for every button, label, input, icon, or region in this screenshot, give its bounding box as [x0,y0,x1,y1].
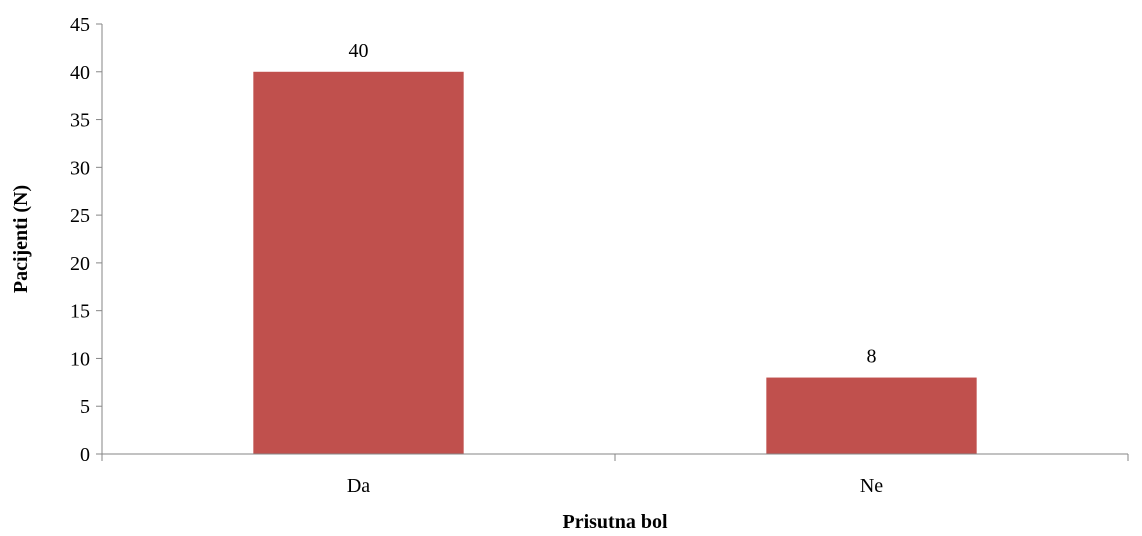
x-category-label: Ne [860,475,883,497]
y-tick-label: 35 [70,110,90,132]
y-tick-label: 10 [70,348,90,370]
y-tick-label: 20 [70,253,90,275]
y-tick-label: 40 [70,62,90,84]
bars [253,71,977,455]
bar-da [253,71,464,455]
x-axis-title: Prisutna bol [562,511,667,533]
data-labels: 40 8 [349,40,877,368]
y-tick-label: 15 [70,301,90,323]
data-label: 8 [867,346,877,368]
y-tick-label: 30 [70,157,90,179]
y-tick-label: 45 [70,14,90,36]
bar-ne [766,377,977,454]
y-tick-label: 5 [80,396,90,418]
data-label: 40 [349,40,369,62]
y-tick-label: 0 [80,444,90,466]
y-tick-label: 25 [70,205,90,227]
x-category-label: Da [347,475,370,497]
x-axis-ticks: Da Ne [101,454,1129,497]
y-axis-title: Pacijenti (N) [10,185,32,293]
y-axis-ticks: 0 5 10 15 20 25 30 35 40 45 [70,14,102,466]
